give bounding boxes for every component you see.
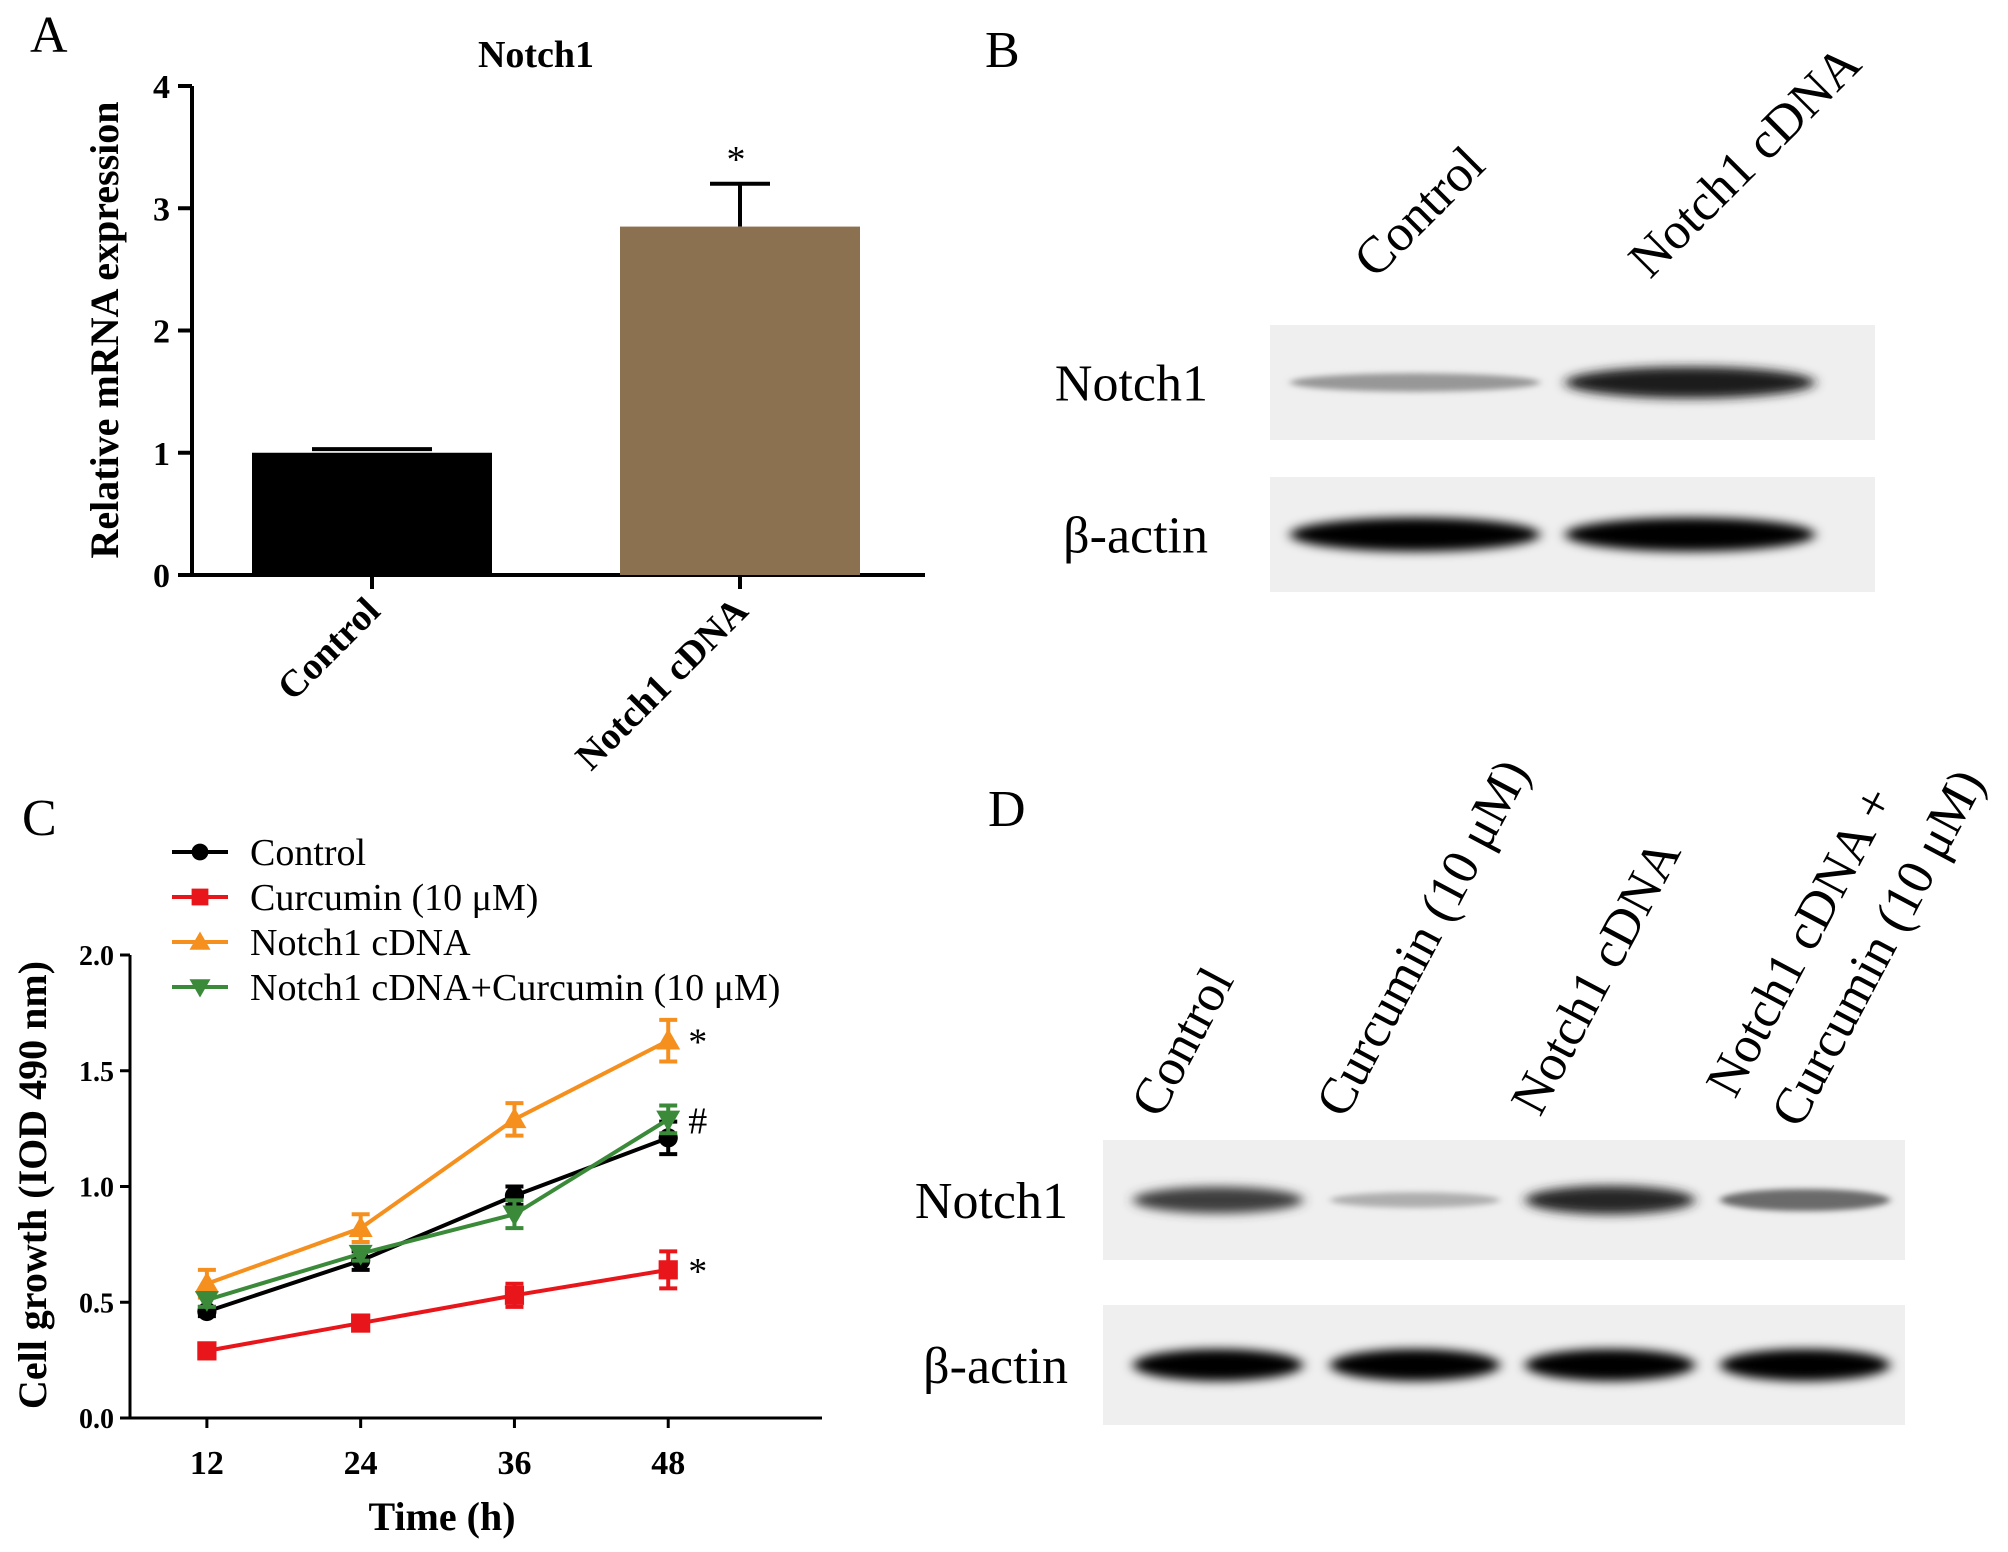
chart-c-xtick-label: 24 [344,1445,378,1482]
blot-d-row-label: β-actin [923,1338,1068,1395]
chart-c-legend-marker [191,843,209,861]
chart-a-category-label: Control [270,590,389,709]
blot-d-lane-label: Notch1 cDNA [1500,830,1692,1124]
blot-d-band [1720,1349,1890,1381]
chart-a-yticks: 0 1 2 3 4 [153,69,192,595]
chart-c-series-line [206,1267,669,1353]
chart-c-legend-label: Notch1 cDNA [250,922,471,964]
chart-a-ytick-label: 4 [153,69,170,106]
chart-c-ylabel: Cell growth (IOD 490 nm) [10,961,55,1409]
panel-letter-a: A [30,7,68,64]
chart-c-ytick-label: 2.0 [79,941,114,972]
blot-b-band [1290,373,1540,392]
chart-c-xlabel: Time (h) [368,1494,515,1539]
panel-letter-c: C [22,790,57,847]
blot-b-row-label: β-actin [1063,508,1208,565]
chart-c-point [656,1110,681,1132]
chart-c-ytick-label: 0.0 [79,1404,114,1435]
blot-d-row-label: Notch1 [915,1173,1068,1230]
chart-a-ytick-label: 1 [153,436,170,473]
chart-c-legend-label: Notch1 cDNA+Curcumin (10 μM) [250,967,780,1009]
chart-c-legend-marker [191,888,209,906]
chart-a-ytick-label: 0 [153,558,170,595]
chart-a-bar [252,452,492,575]
chart-c-legend-label: Control [250,832,366,874]
chart-a-bar [620,226,860,575]
chart-c-ytick-label: 1.5 [79,1057,114,1088]
chart-c-point [658,1260,678,1280]
chart-a-ytick-label: 3 [153,191,170,228]
chart-c-significance: * [688,1022,707,1064]
chart-c-legend-marker [189,979,211,998]
chart-a-significance: * [727,139,746,181]
chart-c-point [502,1205,527,1227]
chart-c-significance: * [688,1251,707,1293]
blot-d-band [1133,1349,1303,1381]
chart-c-point [351,1313,371,1333]
blot-d-lane-label: Curcumin (10 μM) [1305,750,1541,1125]
chart-c-xtick-label: 48 [651,1445,685,1482]
blot-b-band [1565,366,1815,399]
chart-c-point [348,1244,373,1266]
blot-b-band [1290,517,1540,552]
chart-c-series: * * # [194,1017,707,1361]
chart-c-xtick-label: 36 [497,1445,531,1482]
chart-c-point [502,1107,527,1129]
blot-d-band [1330,1349,1500,1381]
chart-c-point [348,1216,373,1237]
chart-a-ylabel: Relative mRNA expression [82,102,127,559]
chart-c-series-line [206,1117,670,1302]
chart-c-point [656,1028,681,1050]
chart-c-legend-marker [189,931,211,950]
blot-d-band [1720,1188,1890,1212]
chart-c-point [194,1291,219,1312]
chart-c-point [194,1271,219,1293]
chart-c-xtick-label: 12 [190,1445,224,1482]
blot-d-band [1525,1349,1695,1381]
chart-c-legend-label: Curcumin (10 μM) [250,877,538,919]
chart-c-series-line [206,1038,670,1286]
blot-b-row-label: Notch1 [1055,356,1208,413]
chart-a-ytick-label: 2 [153,314,170,351]
panel-letter-b: B [985,22,1020,79]
chart-c-ytick-label: 0.5 [79,1288,114,1319]
chart-c-significance: # [688,1100,707,1142]
blot-b-lane-label: Control [1343,136,1496,289]
panel-letter-d: D [988,781,1026,838]
blot-b-lane-label: Notch1 cDNA [1618,34,1872,288]
blot-d-band [1330,1192,1500,1208]
chart-c-ytick-label: 1.0 [79,1173,114,1204]
blot-d-band [1133,1186,1303,1214]
chart-c-point [197,1341,217,1361]
chart-a-bars: Control * Notch1 cDNA [252,139,860,778]
chart-a-title: Notch1 [478,34,594,76]
blot-b: Notch1 β-actin Control Notch1 cDNA [1055,34,1875,592]
blot-d-lane-label: Control [1120,959,1245,1126]
blot-d: Notch1 β-actin Control Curcumin (10 μM)Notc… [915,750,1996,1425]
chart-c-ticks: 0.0 0.5 1.0 1.5 2.0 12 24 36 48 [79,941,685,1482]
chart-a-category-label: Notch1 cDNA [568,589,757,778]
blot-b-band [1565,517,1815,552]
chart-c-point [504,1285,525,1305]
blot-d-band [1525,1185,1695,1215]
